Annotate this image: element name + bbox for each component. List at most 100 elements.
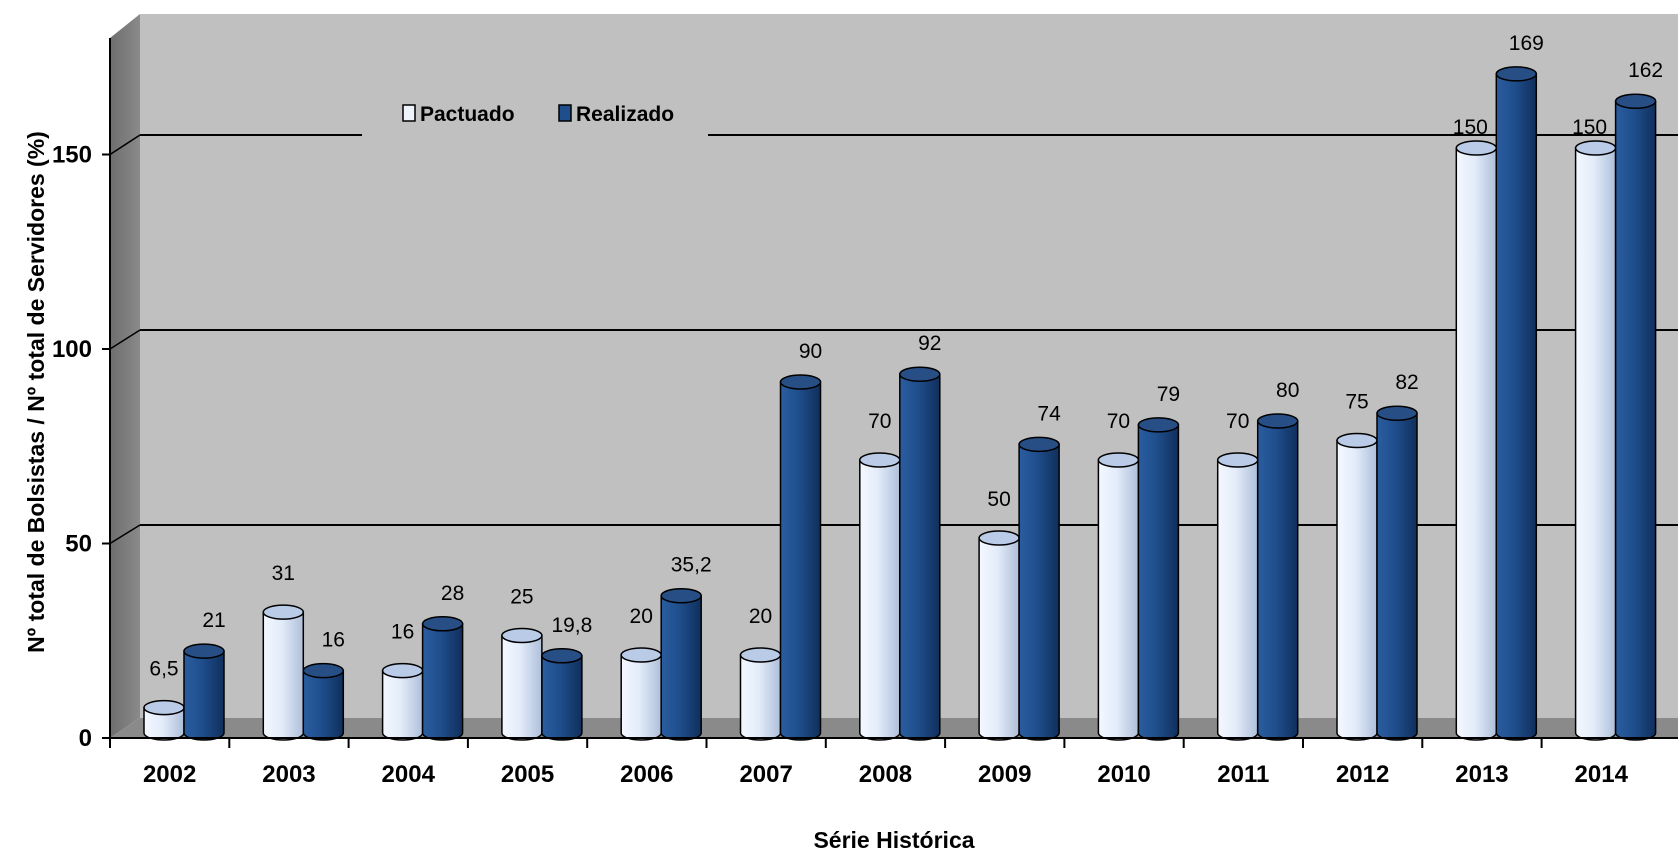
value-label-pactuado-2005: 25: [510, 586, 533, 609]
x-axis-ticks: 2002 2003 2004 2005 2006 2007 2008 2009 2010 2011…: [109, 738, 1629, 788]
bar-realizado-2009: [1018, 436, 1060, 741]
value-label-realizado-2010: 79: [1157, 383, 1180, 406]
value-label-pactuado-2014: 150: [1572, 116, 1607, 139]
legend-label-realizado: Realizado: [576, 103, 674, 126]
bar-top: [1256, 413, 1299, 429]
value-label-realizado-2002: 21: [202, 609, 225, 632]
x-tick-label: 2006: [620, 761, 673, 788]
bar-pactuado-2011: [1216, 452, 1259, 741]
bar-body: [1216, 459, 1259, 741]
value-label-pactuado-2002: 6,5: [149, 658, 178, 681]
y-tick-label: 50: [65, 531, 92, 558]
bar-top: [1614, 93, 1657, 109]
bar-body: [739, 654, 782, 741]
bar-body: [381, 669, 424, 741]
y-axis-title: Nº total de Bolsistas / Nº total de Serv…: [23, 131, 49, 653]
x-tick-label: 2007: [739, 761, 792, 788]
bar-pactuado-2005: [501, 627, 543, 741]
bar-body: [302, 669, 345, 741]
value-label-realizado-2005: 19,8: [551, 614, 592, 637]
value-label-pactuado-2013: 150: [1453, 116, 1488, 139]
bar-top: [1137, 417, 1180, 433]
bar-realizado-2008: [899, 366, 941, 741]
value-label-realizado-2012: 82: [1395, 371, 1418, 394]
bar-top: [1097, 452, 1140, 468]
bar-pactuado-2003: [262, 604, 305, 741]
bar-body: [541, 655, 583, 741]
bar-body: [620, 654, 662, 741]
bar-realizado-2002: [183, 643, 225, 741]
bar-body: [1256, 420, 1299, 741]
bar-body: [421, 623, 464, 741]
value-label-pactuado-2006: 20: [630, 605, 653, 628]
x-tick-label: 2014: [1575, 761, 1629, 788]
value-label-pactuado-2009: 50: [987, 488, 1010, 511]
x-axis-title: Série Histórica: [813, 827, 974, 853]
x-tick-label: 2010: [1097, 761, 1150, 788]
bar-pactuado-2008: [859, 452, 901, 741]
bar-top: [381, 662, 424, 679]
bar-realizado-2012: [1376, 405, 1418, 741]
y-axis-ticks: 0 50 100 150: [52, 142, 110, 752]
bar-top: [1336, 432, 1378, 449]
y-tick-label: 150: [52, 142, 92, 169]
bar-top: [143, 699, 185, 716]
bar-body: [978, 537, 1020, 741]
bar-top: [859, 452, 901, 468]
bar-top: [1495, 66, 1538, 82]
bar-body: [1614, 100, 1657, 741]
bar-body: [262, 611, 305, 741]
x-tick-label: 2008: [859, 761, 912, 788]
legend-swatch-pactuado: [402, 104, 416, 122]
x-tick-label: 2004: [382, 761, 436, 788]
bar-body: [779, 381, 822, 741]
bar-pactuado-2004: [381, 662, 424, 741]
value-label-pactuado-2007: 20: [749, 605, 772, 628]
bar-body: [501, 634, 543, 741]
bars: [143, 66, 1657, 741]
bar-top: [183, 643, 225, 659]
value-label-realizado-2006: 35,2: [671, 554, 712, 577]
value-label-realizado-2003: 16: [322, 629, 345, 652]
bar-body: [1455, 147, 1498, 741]
bar-pactuado-2009: [978, 530, 1020, 741]
value-label-realizado-2011: 80: [1276, 379, 1299, 402]
bar-top: [660, 587, 702, 604]
gridline-diagonal: [109, 134, 141, 156]
bar-body: [899, 373, 941, 741]
x-tick-label: 2009: [978, 761, 1031, 788]
bar-pactuado-2013: [1455, 140, 1498, 741]
legend: Pactuado Realizado: [362, 92, 708, 138]
x-tick-label: 2012: [1336, 761, 1389, 788]
legend-box: [362, 92, 708, 138]
bar-pactuado-2010: [1097, 452, 1140, 741]
gridline-diagonal: [109, 329, 141, 350]
bar-top: [1574, 140, 1617, 156]
bar-body: [1574, 147, 1617, 741]
bar-realizado-2004: [421, 616, 464, 741]
value-label-pactuado-2010: 70: [1107, 410, 1130, 433]
bar-top: [1376, 405, 1418, 421]
value-label-realizado-2014: 162: [1628, 59, 1663, 82]
bar-top: [1216, 452, 1259, 468]
bar-pactuado-2014: [1574, 140, 1617, 741]
value-label-pactuado-2003: 31: [272, 562, 295, 585]
bar-body: [183, 650, 225, 741]
value-label-realizado-2009: 74: [1037, 402, 1061, 425]
legend-label-pactuado: Pactuado: [420, 103, 515, 126]
bar-body: [1018, 443, 1060, 741]
bar-body: [859, 459, 901, 741]
bar-top: [899, 366, 941, 382]
x-tick-label: 2013: [1455, 761, 1508, 788]
bar-top: [739, 647, 782, 663]
value-label-pactuado-2011: 70: [1226, 410, 1249, 433]
legend-swatch-realizado: [558, 104, 572, 122]
bar-body: [1097, 459, 1140, 741]
bar-top: [978, 530, 1020, 546]
bar-realizado-2005: [541, 648, 583, 741]
bar-realizado-2013: [1495, 66, 1538, 741]
bar-realizado-2010: [1137, 417, 1180, 741]
bar-realizado-2011: [1256, 413, 1299, 741]
bar-pactuado-2007: [739, 647, 782, 741]
